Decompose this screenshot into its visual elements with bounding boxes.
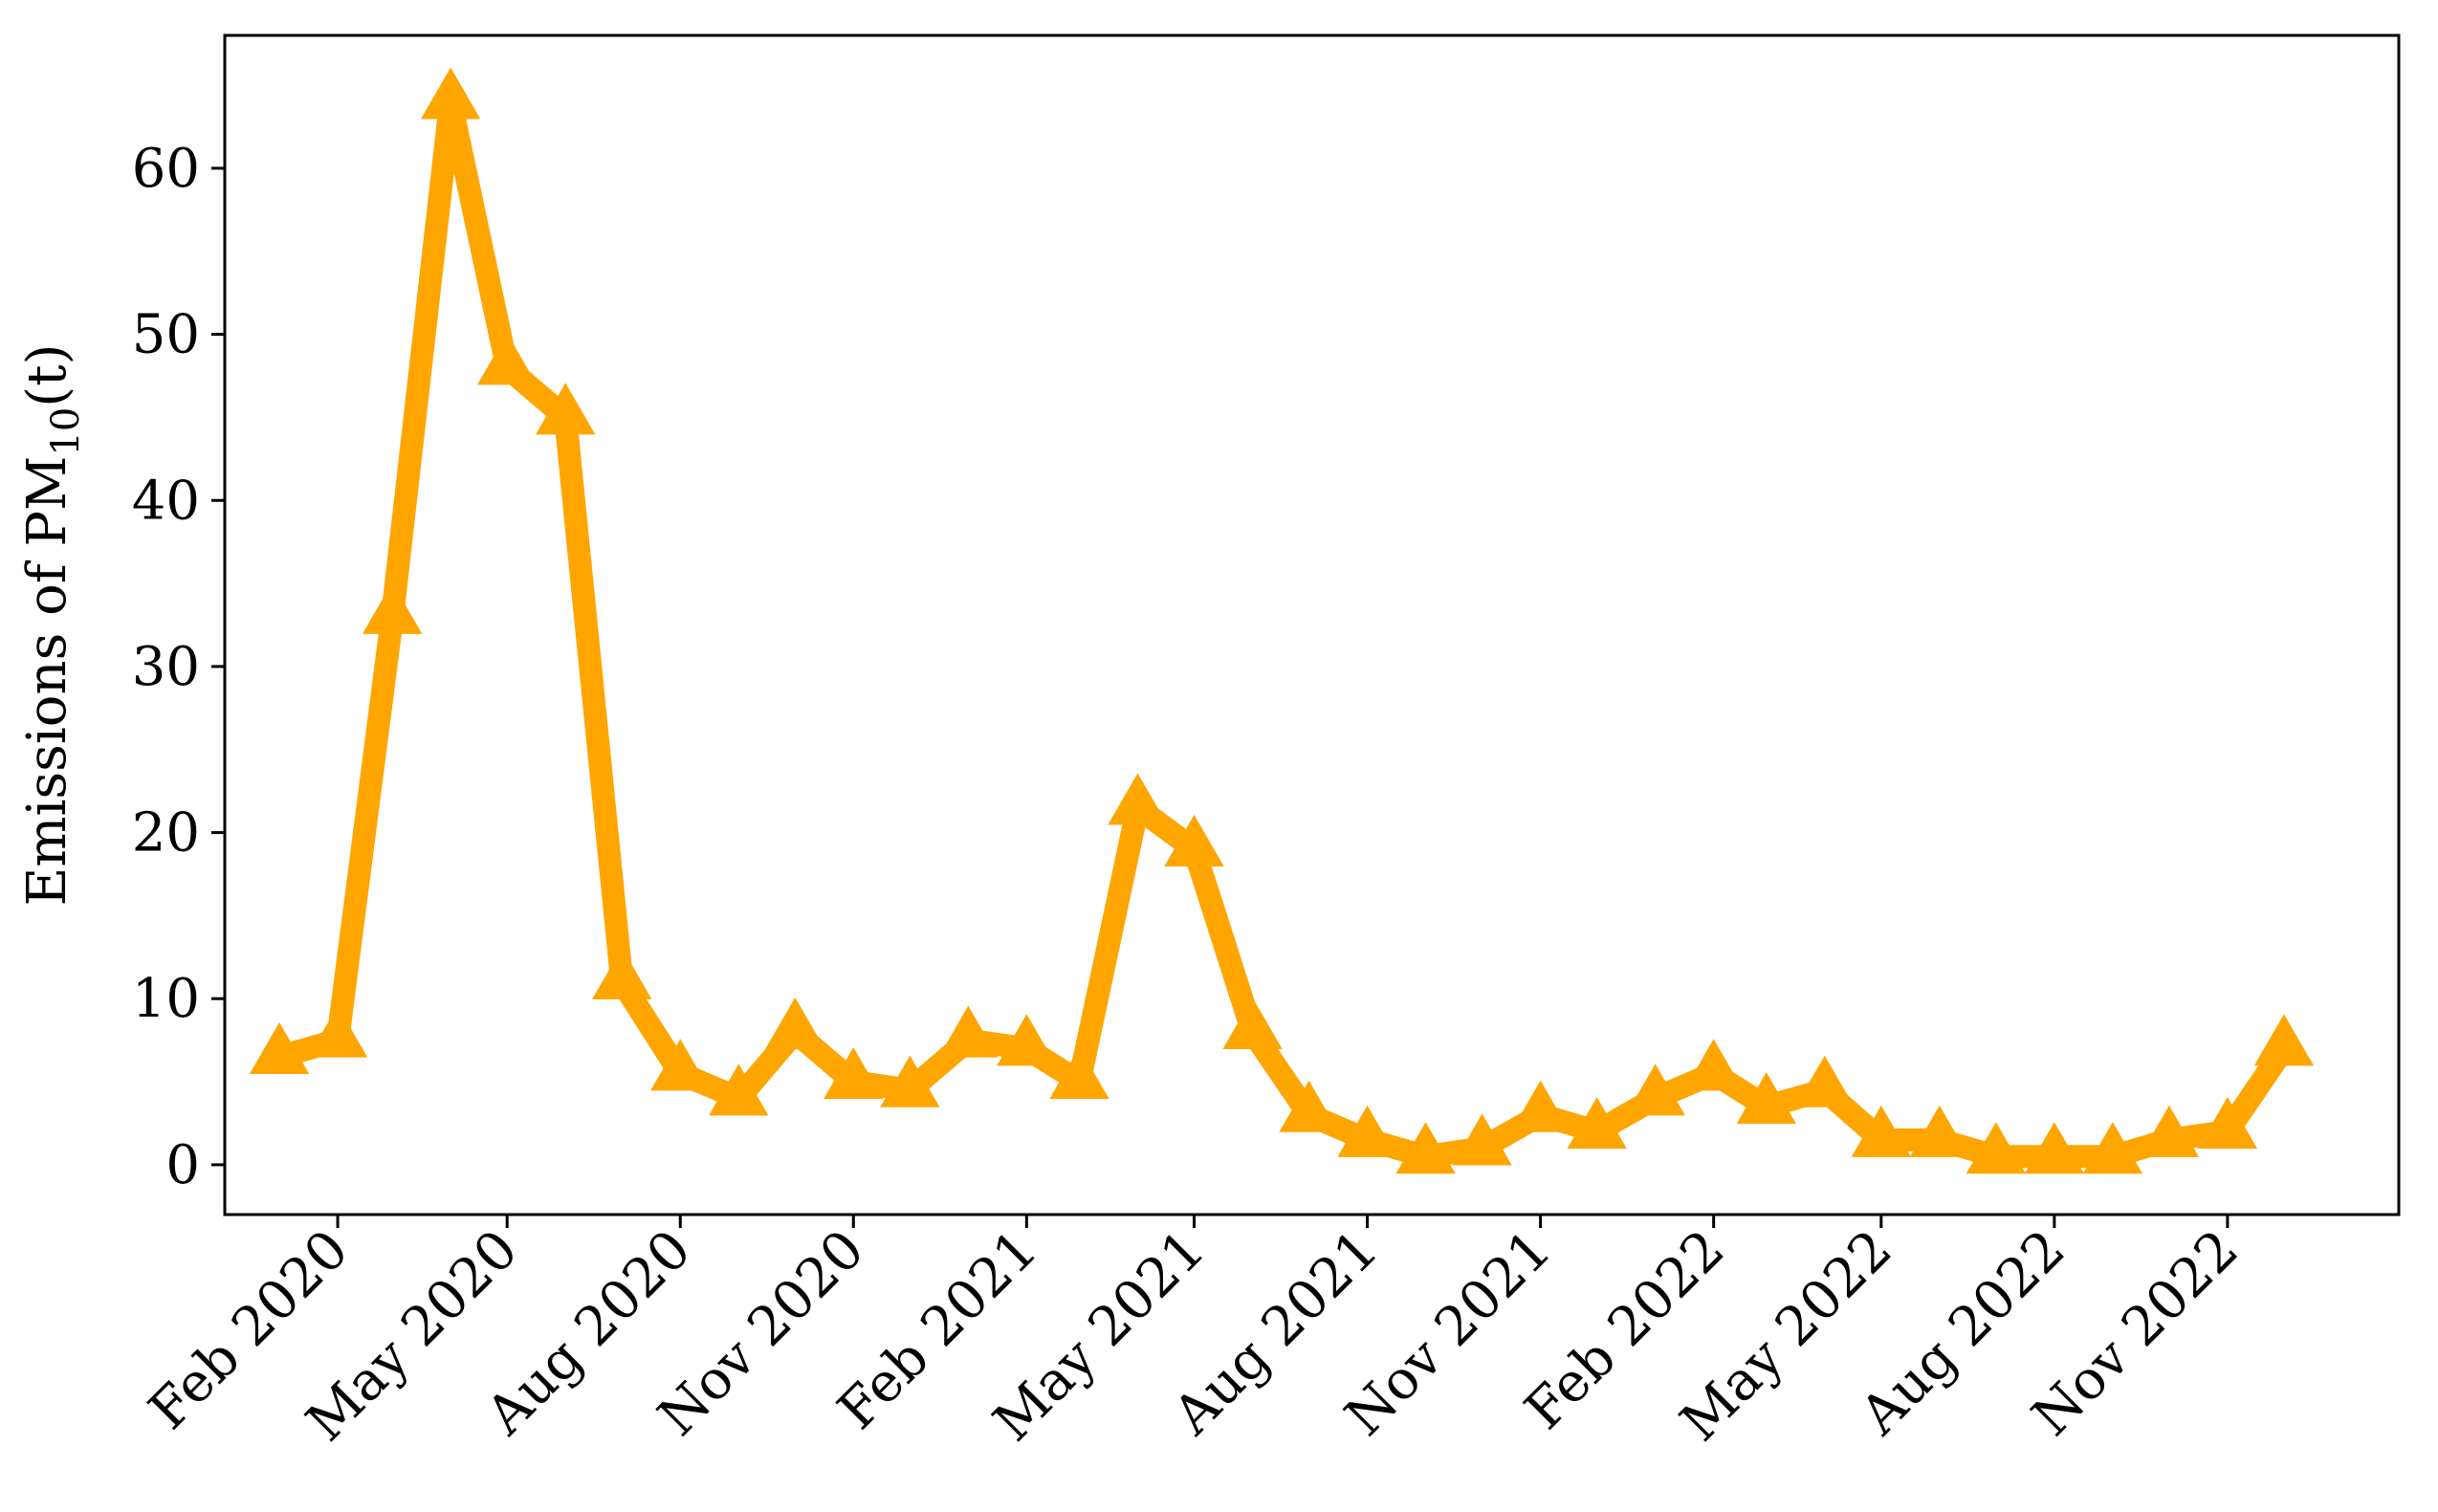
data-point-marker	[1279, 1080, 1339, 1132]
data-point-marker	[1683, 1039, 1744, 1091]
data-point-marker	[249, 1022, 310, 1075]
data-point-marker	[765, 997, 825, 1049]
y-tick-label: 50	[132, 304, 200, 366]
data-point-marker	[880, 1055, 940, 1107]
data-point-marker	[1395, 1122, 1456, 1174]
data-point-marker	[1337, 1105, 1397, 1157]
data-point-marker	[1510, 1080, 1570, 1132]
data-point-marker	[2197, 1097, 2258, 1150]
data-point-marker	[1794, 1055, 1855, 1107]
data-point-marker	[1108, 773, 1168, 825]
data-point-marker	[307, 1005, 368, 1058]
y-axis-label-suffix: (t)	[16, 344, 78, 407]
data-point-marker	[1049, 1047, 1109, 1100]
data-point-marker	[2082, 1122, 2143, 1174]
data-point-marker	[536, 383, 596, 435]
y-tick-label: 40	[132, 470, 200, 532]
data-point-marker	[2253, 1014, 2315, 1066]
data-point-marker	[997, 1014, 1057, 1066]
data-point-marker	[420, 67, 481, 120]
data-point-marker	[1452, 1113, 1512, 1166]
data-point-marker	[650, 1039, 711, 1091]
data-point-marker	[477, 333, 538, 385]
data-point-marker	[2024, 1122, 2085, 1174]
data-point-marker	[1222, 997, 1283, 1049]
data-point-marker	[362, 581, 423, 634]
y-tick-label: 30	[132, 636, 200, 698]
data-point-marker	[709, 1063, 769, 1116]
y-axis-label-subscript: 10	[44, 407, 88, 456]
data-point-marker	[592, 947, 652, 999]
data-point-marker	[1851, 1105, 1911, 1157]
y-tick-label: 60	[132, 138, 200, 200]
data-point-marker	[1736, 1072, 1796, 1125]
data-point-marker	[938, 1005, 999, 1058]
y-axis: 0 10 20 30 40 50 60	[132, 138, 225, 1196]
data-point-marker	[1966, 1122, 2027, 1174]
data-point-marker	[1625, 1063, 1685, 1116]
data-point-marker	[1164, 814, 1224, 866]
data-point-marker	[1909, 1105, 1969, 1157]
y-tick-label: 0	[165, 1134, 200, 1196]
data-point-marker	[1567, 1097, 1627, 1150]
y-tick-label: 10	[132, 968, 200, 1030]
data-point-marker	[2139, 1105, 2200, 1157]
y-tick-label: 20	[132, 802, 200, 865]
y-axis-label-prefix: Emissions of PM	[16, 456, 78, 907]
series-pm10	[249, 67, 2315, 1174]
data-point-marker	[824, 1047, 884, 1100]
y-axis-label: Emissions of PM10(t)	[16, 344, 88, 907]
plot-area-frame	[223, 33, 2401, 1216]
